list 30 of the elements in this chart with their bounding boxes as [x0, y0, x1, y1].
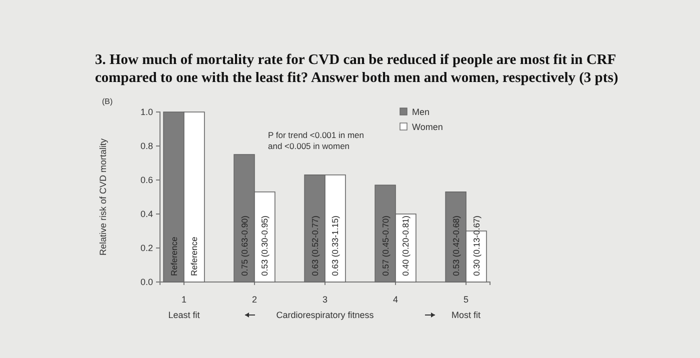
chart-title: 3. How much of mortality rate for CVD can be reduced if people are most fit in CRF compared to one with the least fit? Answer both men and women, respectively (3 pts) [95, 52, 618, 86]
y-tick-label: 0.2 [140, 242, 153, 253]
data-label: 0.57 (0.45-0.70) [380, 215, 390, 276]
x-tick-label: 4 [393, 294, 398, 304]
data-label: 0.30 (0.13-0.67) [471, 215, 482, 276]
data-label: 0.63 (0.52-0.77) [310, 215, 320, 276]
y-tick-label: 0.4 [140, 208, 153, 219]
y-tick-label: 0.8 [140, 140, 153, 151]
data-label: Reference [168, 236, 179, 276]
data-label: 0.53 (0.42-0.68) [450, 215, 461, 276]
y-tick-label: 0.0 [140, 276, 153, 287]
legend-label: Men [412, 107, 430, 117]
legend-label: Women [412, 122, 443, 132]
x-axis-title: Cardiorespiratory fitness [276, 310, 374, 320]
text: (B) [102, 97, 113, 106]
y-tick-label: 0.6 [140, 174, 153, 185]
text: Most fit [452, 310, 482, 320]
data-label: Reference [189, 236, 200, 276]
data-label: 0.53 (0.30-0.95) [260, 215, 270, 276]
data-label: 0.75 (0.63-0.90) [239, 215, 250, 276]
y-tick-label: 1.0 [140, 106, 153, 117]
text: Least fit [168, 310, 200, 320]
x-tick-label: 2 [252, 294, 257, 304]
data-label: 0.63 (0.33-1.15) [330, 215, 340, 276]
x-tick-label: 1 [181, 294, 186, 304]
x-tick-label: 3 [322, 294, 328, 304]
data-label: 0.40 (0.20-0.81) [400, 215, 411, 276]
x-tick-label: 5 [464, 294, 469, 304]
y-axis-title: Relative risk of CVD mortality [98, 138, 108, 256]
annotation: P for trend <0.001 in men and <0.005 in women [268, 130, 364, 151]
